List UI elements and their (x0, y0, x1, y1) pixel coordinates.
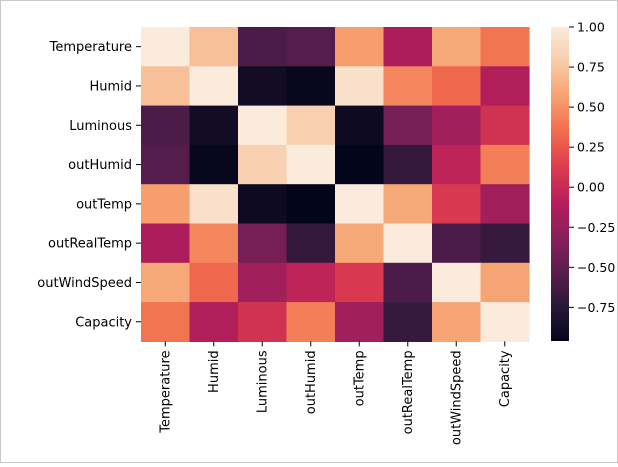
heatmap-cell (480, 105, 530, 146)
heatmap-cell (383, 144, 433, 185)
column-label: outWindSpeed (450, 350, 465, 445)
heatmap-cell (335, 144, 385, 185)
heatmap-cell (238, 27, 288, 67)
column-label: Humid (207, 350, 222, 393)
heatmap-cell (335, 262, 385, 303)
heatmap-cell (383, 27, 433, 67)
colorbar-tick-label: −0.75 (577, 300, 615, 315)
column-label: outTemp (353, 350, 368, 406)
heatmap-cell (189, 144, 239, 185)
heatmap-cell (238, 66, 288, 107)
heatmap-cell (238, 262, 288, 303)
heatmap-cells (141, 27, 530, 342)
heatmap-cell (335, 184, 385, 225)
heatmap-cell (286, 105, 336, 146)
heatmap-cell (189, 262, 239, 303)
column-label: Luminous (256, 350, 271, 413)
colorbar-tick-label: 1.00 (577, 20, 605, 35)
column-label: Temperature (159, 350, 174, 433)
row-label: outRealTemp (48, 237, 132, 252)
row-label: outHumid (68, 158, 132, 173)
colorbar-tick-label: 0.75 (577, 60, 605, 75)
heatmap-cell (141, 302, 191, 342)
heatmap-cell (383, 223, 433, 264)
heatmap-cell (480, 302, 530, 342)
heatmap-cell (238, 144, 288, 185)
heatmap-cell (141, 27, 191, 67)
heatmap-cell (383, 66, 433, 107)
heatmap-cell (286, 184, 336, 225)
heatmap-cell (383, 302, 433, 342)
heatmap-cell (335, 105, 385, 146)
row-label: Capacity (75, 315, 132, 330)
heatmap-cell (141, 66, 191, 107)
heatmap-cell (432, 105, 482, 146)
row-label: Luminous (69, 119, 132, 134)
colorbar-tick-label: 0.00 (577, 180, 605, 195)
heatmap-cell (480, 66, 530, 107)
colorbar-gradient (551, 27, 569, 341)
colorbar-tick-label: 0.25 (577, 140, 605, 155)
heatmap-cell (141, 144, 191, 185)
heatmap-cell (286, 262, 336, 303)
colorbar-tick-label: 0.50 (577, 100, 605, 115)
heatmap-cell (189, 66, 239, 107)
column-label: outHumid (304, 350, 319, 414)
colorbar: 1.00 0.75 0.50 0.25 0.00 −0.25 −0.50 −0.75 (551, 20, 615, 341)
heatmap-cell (480, 27, 530, 67)
heatmap-cell (189, 223, 239, 264)
heatmap-cell (189, 302, 239, 342)
heatmap-cell (238, 105, 288, 146)
row-label: Humid (89, 79, 132, 94)
heatmap-cell (286, 27, 336, 67)
heatmap-cell (480, 223, 530, 264)
heatmap-cell (480, 184, 530, 225)
column-labels: Temperature Humid Luminous outHumid outTemp o… (159, 341, 513, 445)
heatmap-cell (286, 223, 336, 264)
heatmap-cell (480, 144, 530, 185)
heatmap-cell (335, 302, 385, 342)
heatmap-cell (432, 144, 482, 185)
heatmap-cell (141, 223, 191, 264)
heatmap-cell (432, 27, 482, 67)
heatmap-cell (238, 302, 288, 342)
heatmap-cell (189, 27, 239, 67)
heatmap-cell (286, 144, 336, 185)
heatmap-cell (383, 262, 433, 303)
heatmap-cell (432, 184, 482, 225)
colorbar-tick-label: −0.50 (577, 260, 615, 275)
row-label: outWindSpeed (37, 276, 132, 291)
row-label: Temperature (49, 40, 132, 55)
row-labels: Temperature Humid Luminous outHumid outTemp o… (37, 40, 141, 330)
column-label: Capacity (498, 350, 513, 407)
heatmap-cell (432, 302, 482, 342)
row-label: outTemp (76, 197, 132, 212)
heatmap-cell (141, 105, 191, 146)
heatmap-cell (480, 262, 530, 303)
heatmap-cell (432, 262, 482, 303)
heatmap-cell (432, 223, 482, 264)
heatmap-cell (286, 66, 336, 107)
heatmap-cell (238, 223, 288, 264)
heatmap-cell (335, 66, 385, 107)
heatmap-cell (238, 184, 288, 225)
heatmap-cell (335, 223, 385, 264)
heatmap-cell (141, 184, 191, 225)
heatmap-cell (189, 105, 239, 146)
heatmap-cell (286, 302, 336, 342)
heatmap-cell (383, 184, 433, 225)
heatmap-cell (383, 105, 433, 146)
heatmap-cell (141, 262, 191, 303)
colorbar-tick-label: −0.25 (577, 220, 615, 235)
column-label: outRealTemp (401, 350, 416, 434)
heatmap-cell (189, 184, 239, 225)
heatmap-cell (335, 27, 385, 67)
heatmap-cell (432, 66, 482, 107)
